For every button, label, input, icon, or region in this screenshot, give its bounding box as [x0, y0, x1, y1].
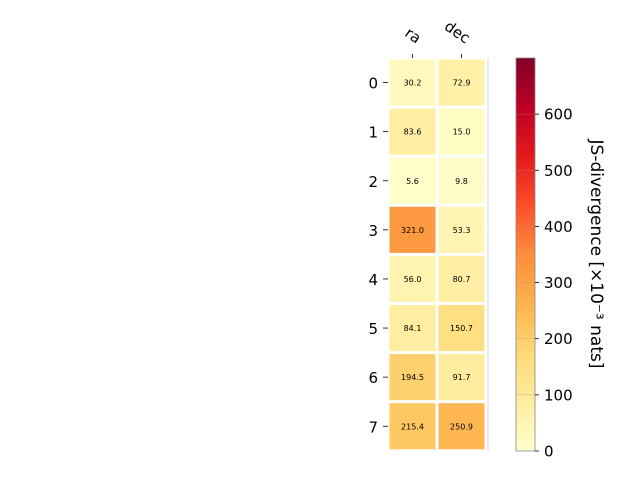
- heatmap-cell-1-dec: [438, 108, 485, 155]
- cell-value-label: 250.9: [450, 422, 473, 431]
- cell-value-label: 80.7: [453, 275, 471, 284]
- colorbar-tick-label: 400: [544, 218, 573, 236]
- colorbar-tick-label: 300: [544, 274, 573, 292]
- colorbar-tick-label: 0: [544, 443, 554, 461]
- heatmap-cell-2-ra: [389, 157, 436, 204]
- column-label-dec: dec: [441, 17, 473, 47]
- row-label-0: 0: [368, 75, 378, 93]
- colorbar-label: JS-divergence [×10⁻³ nats]: [586, 139, 606, 369]
- cell-value-label: 53.3: [453, 226, 471, 235]
- cell-value-label: 83.6: [404, 128, 422, 137]
- heatmap-cell-3-dec: [438, 206, 485, 253]
- cell-value-label: 194.5: [401, 373, 424, 382]
- cell-value-label: 9.8: [455, 177, 468, 186]
- column-label-ra: ra: [402, 24, 425, 48]
- row-label-1: 1: [368, 124, 378, 142]
- colorbar-tick-label: 600: [544, 106, 573, 124]
- heatmap-cells: 30.2 72.9 83.6 15.0 5.6 9.8 321.0 53.3 56.0 80.7 8…: [389, 59, 485, 450]
- colorbar-gradient-bar: [515, 57, 536, 452]
- heatmap-cell-5-ra: [389, 305, 436, 352]
- heatmap-cell-0-ra: [389, 59, 436, 106]
- heatmap-cell-6-ra: [389, 354, 436, 401]
- row-label-5: 5: [368, 320, 378, 338]
- cell-value-label: 72.9: [453, 79, 471, 88]
- heatmap-cell-1-ra: [389, 108, 436, 155]
- colorbar: 0 100 200 300 400 500 600 JS-divergence [×10⁻³…: [515, 57, 606, 461]
- heatmap-cell-3-ra: [389, 206, 436, 253]
- row-label-2: 2: [368, 173, 378, 191]
- heatmap-cell-4-dec: [438, 255, 485, 302]
- row-label-7: 7: [368, 418, 378, 436]
- cell-value-label: 321.0: [401, 226, 424, 235]
- heatmap-cell-7-dec: [438, 403, 485, 450]
- heatmap-cell-5-dec: [438, 305, 485, 352]
- row-label-3: 3: [368, 222, 378, 240]
- heatmap-cell-7-ra: [389, 403, 436, 450]
- heatmap-cell-0-dec: [438, 59, 485, 106]
- cell-value-label: 5.6: [406, 177, 419, 186]
- cell-value-label: 91.7: [453, 373, 471, 382]
- cell-value-label: 215.4: [401, 422, 424, 431]
- heatmap-cell-4-ra: [389, 255, 436, 302]
- row-label-6: 6: [368, 369, 378, 387]
- heatmap-cell-6-dec: [438, 354, 485, 401]
- colorbar-tick-label: 200: [544, 330, 573, 348]
- cell-value-label: 56.0: [404, 275, 422, 284]
- colorbar-tick-label: 100: [544, 386, 573, 404]
- cell-value-label: 84.1: [404, 324, 422, 333]
- colorbar-ticks: 0 100 200 300 400 500 600: [516, 106, 573, 461]
- row-label-4: 4: [368, 271, 378, 289]
- cell-value-label: 15.0: [453, 128, 471, 137]
- cell-value-label: 150.7: [450, 324, 473, 333]
- heatmap-cell-2-dec: [438, 157, 485, 204]
- cell-value-label: 30.2: [404, 79, 422, 88]
- colorbar-tick-label: 500: [544, 162, 573, 180]
